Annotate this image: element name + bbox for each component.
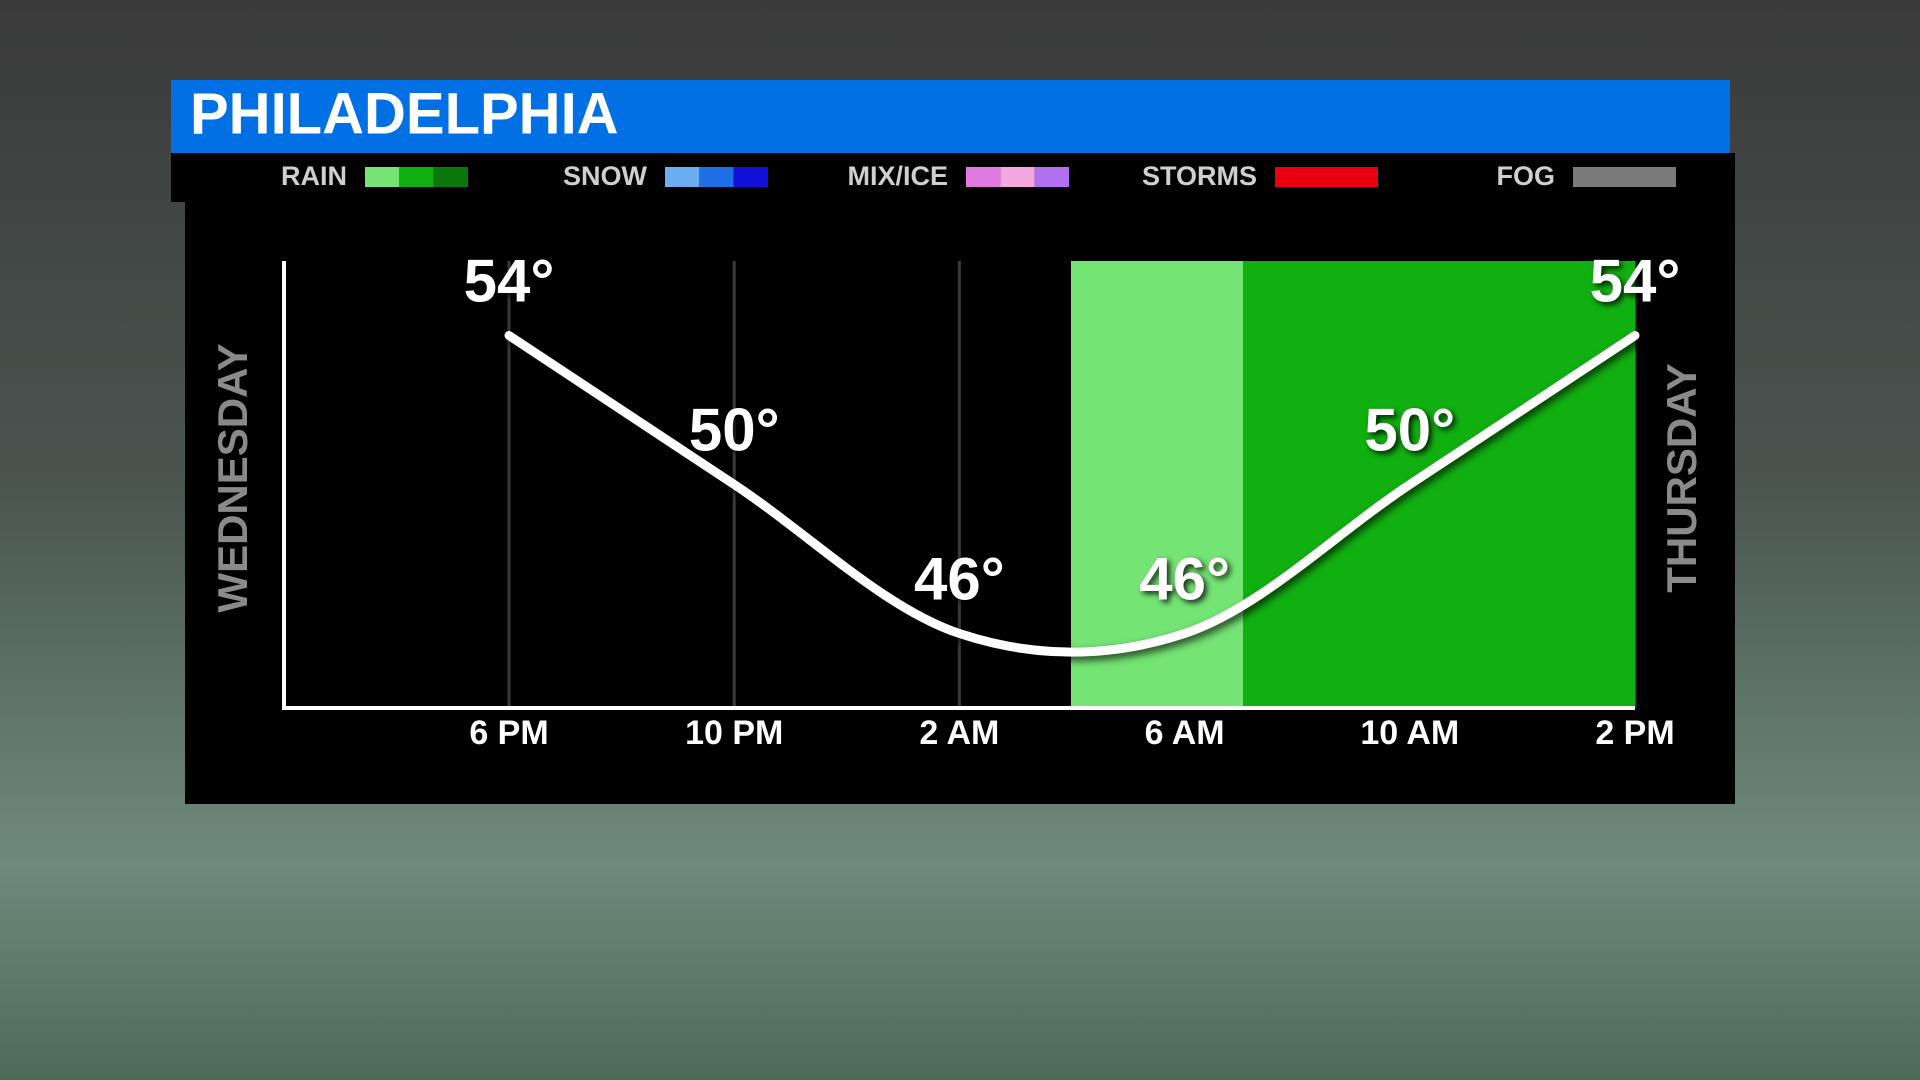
legend-swatch: [665, 167, 700, 187]
legend-swatch: [433, 167, 468, 187]
left-day-label: WEDNESDAY: [209, 343, 256, 612]
legend-label: STORMS: [1142, 161, 1257, 191]
value-label: 54°: [464, 247, 555, 314]
rain-band-moderate: [1243, 261, 1635, 708]
legend-label: RAIN: [281, 161, 347, 191]
right-day-label: THURSDAY: [1658, 363, 1705, 592]
legend-swatch: [399, 167, 434, 187]
value-label: 46°: [1139, 545, 1230, 612]
legend-swatch: [1573, 167, 1676, 187]
legend-swatch: [966, 167, 1001, 187]
legend-label: MIX/ICE: [847, 161, 948, 191]
value-label: 50°: [1364, 396, 1455, 463]
x-tick-label: 2 AM: [919, 714, 999, 752]
rain-band-light: [1071, 261, 1243, 708]
chart-title: PHILADELPHIA: [190, 81, 619, 146]
legend-label: FOG: [1497, 161, 1556, 191]
temperature-line: [504, 331, 1640, 657]
legend-swatch: [365, 167, 400, 187]
x-tick-label: 6 PM: [469, 714, 548, 752]
value-label: 50°: [689, 396, 780, 463]
legend-swatch: [1000, 167, 1035, 187]
title-bar: [171, 80, 1730, 153]
axes: [282, 261, 1635, 710]
legend-swatch: [1034, 167, 1069, 187]
x-tick-label: 10 PM: [685, 714, 783, 752]
legend-swatch: [733, 167, 768, 187]
value-label: 46°: [914, 545, 1005, 612]
x-tick-label: 10 AM: [1360, 714, 1459, 752]
value-label: 54°: [1590, 247, 1681, 314]
x-tick-label: 2 PM: [1595, 714, 1674, 752]
legend-label: SNOW: [563, 161, 648, 191]
x-tick-label: 6 AM: [1145, 714, 1225, 752]
legend-swatch: [1275, 167, 1378, 187]
legend-swatch: [699, 167, 734, 187]
